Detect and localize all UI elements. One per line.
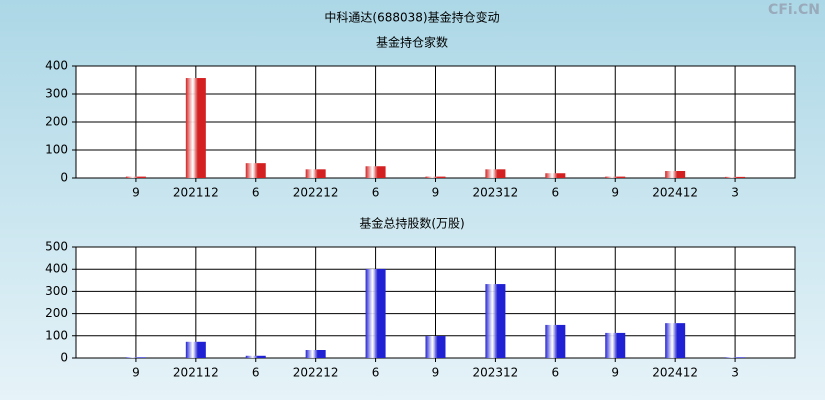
y-tick-label: 500 <box>45 240 68 254</box>
bar <box>245 355 266 358</box>
x-tick-label: 3 <box>731 186 739 200</box>
bar <box>305 350 326 358</box>
bar <box>245 163 266 178</box>
bar <box>665 171 686 178</box>
x-tick-label: 9 <box>432 366 440 380</box>
bar <box>425 176 446 178</box>
x-tick-label: 6 <box>552 186 560 200</box>
x-tick-label: 202112 <box>173 186 219 200</box>
x-tick-label: 202212 <box>293 366 339 380</box>
x-tick-label: 6 <box>252 366 260 380</box>
x-tick-label: 202212 <box>293 186 339 200</box>
bar <box>365 166 386 178</box>
y-tick-label: 400 <box>45 59 68 73</box>
bar <box>365 268 386 358</box>
x-tick-label: 6 <box>252 186 260 200</box>
x-tick-label: 9 <box>432 186 440 200</box>
x-tick-label: 6 <box>552 366 560 380</box>
x-tick-label: 202112 <box>173 366 219 380</box>
bar <box>305 169 326 178</box>
x-tick-label: 9 <box>132 186 140 200</box>
bar <box>125 357 146 358</box>
bar <box>185 78 206 178</box>
y-tick-label: 400 <box>45 262 68 276</box>
bar <box>425 336 446 358</box>
bar <box>125 176 146 178</box>
x-tick-label: 202312 <box>473 186 519 200</box>
x-tick-label: 202412 <box>652 186 698 200</box>
x-tick-label: 202412 <box>652 366 698 380</box>
y-tick-label: 100 <box>45 143 68 157</box>
y-tick-label: 300 <box>45 284 68 298</box>
y-tick-label: 200 <box>45 306 68 320</box>
x-tick-label: 9 <box>611 366 619 380</box>
bar <box>485 284 506 358</box>
x-tick-label: 202312 <box>473 366 519 380</box>
x-tick-label: 6 <box>372 366 380 380</box>
bar <box>605 176 626 178</box>
bar <box>605 332 626 358</box>
chart-title: 基金总持股数(万股) <box>359 216 464 231</box>
x-tick-label: 3 <box>731 366 739 380</box>
bar <box>725 176 746 178</box>
bar <box>545 324 566 358</box>
bar <box>725 357 746 358</box>
y-tick-label: 300 <box>45 87 68 101</box>
y-tick-label: 0 <box>60 351 68 365</box>
chart-title: 基金持仓家数 <box>376 35 448 50</box>
y-tick-label: 0 <box>60 171 68 185</box>
bar <box>545 173 566 178</box>
x-tick-label: 9 <box>132 366 140 380</box>
x-tick-label: 6 <box>372 186 380 200</box>
bar <box>485 169 506 178</box>
x-tick-label: 9 <box>611 186 619 200</box>
page-title: 中科通达(688038)基金持仓变动 <box>324 10 499 25</box>
watermark: CFi.CN <box>768 2 820 18</box>
bar <box>665 323 686 358</box>
y-tick-label: 200 <box>45 115 68 129</box>
bar <box>185 341 206 358</box>
y-tick-label: 100 <box>45 328 68 342</box>
